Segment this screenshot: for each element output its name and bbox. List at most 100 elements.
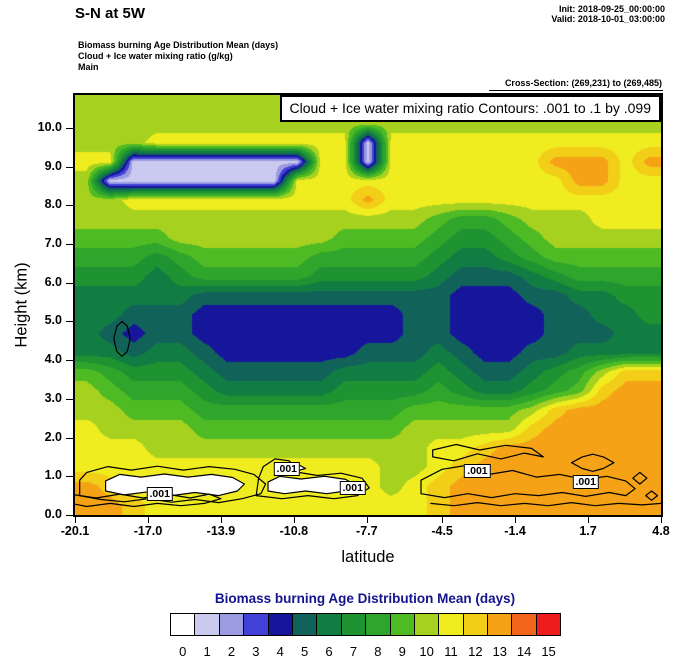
colorbar-tick-label: 3 [252,644,260,659]
colorbar-cell [438,613,464,636]
x-axis-tick [588,517,590,523]
valid-time: Valid: 2018-10-01_03:00:00 [551,14,665,24]
colorbar-labels: 0 1 2 3 4 5 6 7 8 9 10 11 12 13 14 15 [170,644,561,659]
x-axis-tick [293,517,295,523]
colorbar-cell [340,613,367,636]
field-line-cloud: Cloud + Ice water mixing ratio (g/kg) [78,51,233,61]
contour-value-label: .001 [273,461,301,476]
colorbar-tick-label: 13 [492,644,507,659]
colorbar-tick-label: 10 [419,644,434,659]
y-axis-tick [66,282,73,284]
colorbar-tick-label: 15 [541,644,556,659]
x-axis-tick-label: -17.0 [133,524,163,538]
cloud-contour-line [420,464,636,499]
x-axis-tick-label: -13.9 [206,524,236,538]
x-axis-tick [515,517,517,523]
contour-svg [75,320,661,508]
colorbar-tick-label: 7 [349,644,358,659]
colorbar-cell [462,613,489,636]
y-axis-tick [66,476,73,478]
contour-value-label: .001 [464,463,491,478]
colorbar-cell [511,613,537,636]
colorbar-cell [365,613,391,636]
run-times: Init: 2018-09-25_00:00:00 Valid: 2018-10… [551,4,665,24]
colorbar-tick-label: 8 [374,644,382,659]
colorbar-tick-label: 9 [398,644,406,659]
x-axis-tick [220,517,222,523]
cloud-contour-line [432,443,544,462]
legend-title: Biomass burning Age Distribution Mean (d… [214,591,516,606]
x-axis-tick-label: 1.7 [579,524,597,538]
page-title: S-N at 5W [75,5,146,22]
x-axis-tick-label: -7.7 [356,524,378,538]
colorbar-cell [316,613,342,636]
x-axis-tick-label: -20.1 [60,524,90,538]
field-description: Biomass burning Age Distribution Mean (d… [78,40,278,73]
field-line-age: Biomass burning Age Distribution Mean (d… [78,40,279,50]
field-canvas [75,95,661,515]
cloud-contour-line [75,493,222,508]
colorbar-tick-label: 2 [227,644,236,659]
colorbar-cell [389,613,415,636]
contour-info-box: Cloud + Ice water mixing ratio Contours:… [279,95,661,122]
colorbar-cell [413,613,440,636]
x-axis-title: latitude [341,548,395,566]
y-axis-tick [66,127,73,129]
y-axis-tick-label: 0.0 [44,507,62,521]
y-axis-tick-label: 10.0 [37,119,62,134]
contour-value-label: .001 [572,475,599,490]
cloud-contour-line [632,471,648,485]
y-axis-tick-label: 5.0 [44,313,62,328]
colorbar [170,613,562,636]
y-axis-tick-label: 9.0 [44,158,62,173]
colorbar-cell [267,613,293,636]
colorbar-cell [291,613,318,636]
colorbar-tick-label: 4 [276,644,284,659]
colorbar-cell [170,613,196,636]
colorbar-tick-label: 11 [444,644,458,659]
colorbar-cell [218,613,245,636]
x-axis-tick [75,517,76,523]
plot-area: Cloud + Ice water mixing ratio Contours:… [75,95,661,515]
x-axis-tick [147,517,149,523]
y-axis-tick [66,360,73,362]
y-axis-tick-label: 3.0 [44,390,62,405]
colorbar-cell [194,613,220,636]
contour-value-label: .001 [339,480,366,495]
y-axis-tick [66,205,73,207]
cloud-contour-line [571,453,615,472]
x-axis-tick-label: -4.5 [431,524,453,538]
x-axis-tick [661,517,662,523]
colorbar-tick-label: 1 [203,644,211,659]
colorbar-tick-label: 6 [325,644,333,659]
colorbar-tick-label: 14 [516,644,532,659]
colorbar-tick-label: 5 [301,644,309,659]
x-axis-tick-label: -1.4 [504,524,526,538]
x-axis-tick [442,517,444,523]
init-time: Init: 2018-09-25_00:00:00 [558,4,665,14]
contour-value-label: .001 [146,487,173,502]
field-line-domain: Main [78,62,99,72]
y-axis-tick-label: 2.0 [44,429,62,444]
x-axis-tick [366,517,368,523]
cloud-contour-region [105,473,245,497]
cross-section-label: Cross-Section: (269,231) to (269,485) [488,78,663,91]
y-axis-tick [66,398,73,400]
y-axis-tick-label: 7.0 [44,236,62,251]
y-axis-tick [66,515,73,516]
cloud-contour-line [645,490,659,501]
colorbar-tick-label: 0 [179,644,187,659]
y-axis-tick [66,166,73,168]
x-axis-tick-label: -10.8 [279,524,309,538]
x-axis-tick-label: 4.8 [652,524,670,538]
cloud-contour-line [255,458,370,500]
y-axis-tick-label: 1.0 [44,468,62,483]
y-axis-tick [66,437,73,439]
y-axis-tick-label: 6.0 [44,274,62,289]
colorbar-cell [243,613,269,636]
colorbar-tick-label: 12 [468,644,483,659]
cloud-contour-line [430,502,661,507]
colorbar-cell [535,613,562,636]
y-axis-tick-label: 8.0 [44,197,62,212]
